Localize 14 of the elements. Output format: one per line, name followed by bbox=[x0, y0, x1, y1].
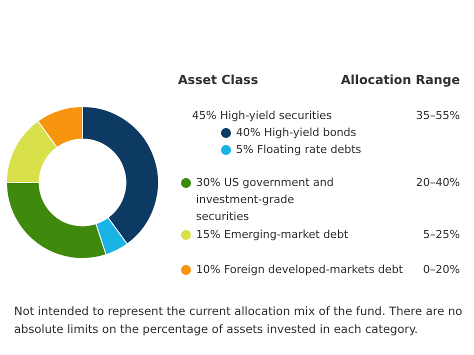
legend-label: 10% Foreign developed-markets debt bbox=[196, 262, 403, 278]
legend-label: 30% US government and investment-grade securities bbox=[196, 175, 335, 225]
text: 35–55% bbox=[416, 109, 460, 122]
text: 5–25% bbox=[423, 228, 460, 241]
legend-title: Asset Class bbox=[178, 72, 258, 87]
legend-label: 40% High-yield bonds bbox=[236, 125, 356, 141]
text: 45% bbox=[192, 109, 216, 122]
text: Allocation Range bbox=[340, 72, 460, 87]
text: Not intended to represent the current allocation mix of the fund. There are no absolute limits on the percentage of assets invested in each category. bbox=[14, 303, 464, 338]
legend-label: 15% Emerging-market debt bbox=[196, 227, 348, 243]
text: 20–40% bbox=[416, 176, 460, 189]
legend-label: 5% Floating rate debts bbox=[236, 142, 362, 158]
text: High-yield securities bbox=[220, 109, 332, 122]
text: 0–20% bbox=[423, 263, 460, 276]
